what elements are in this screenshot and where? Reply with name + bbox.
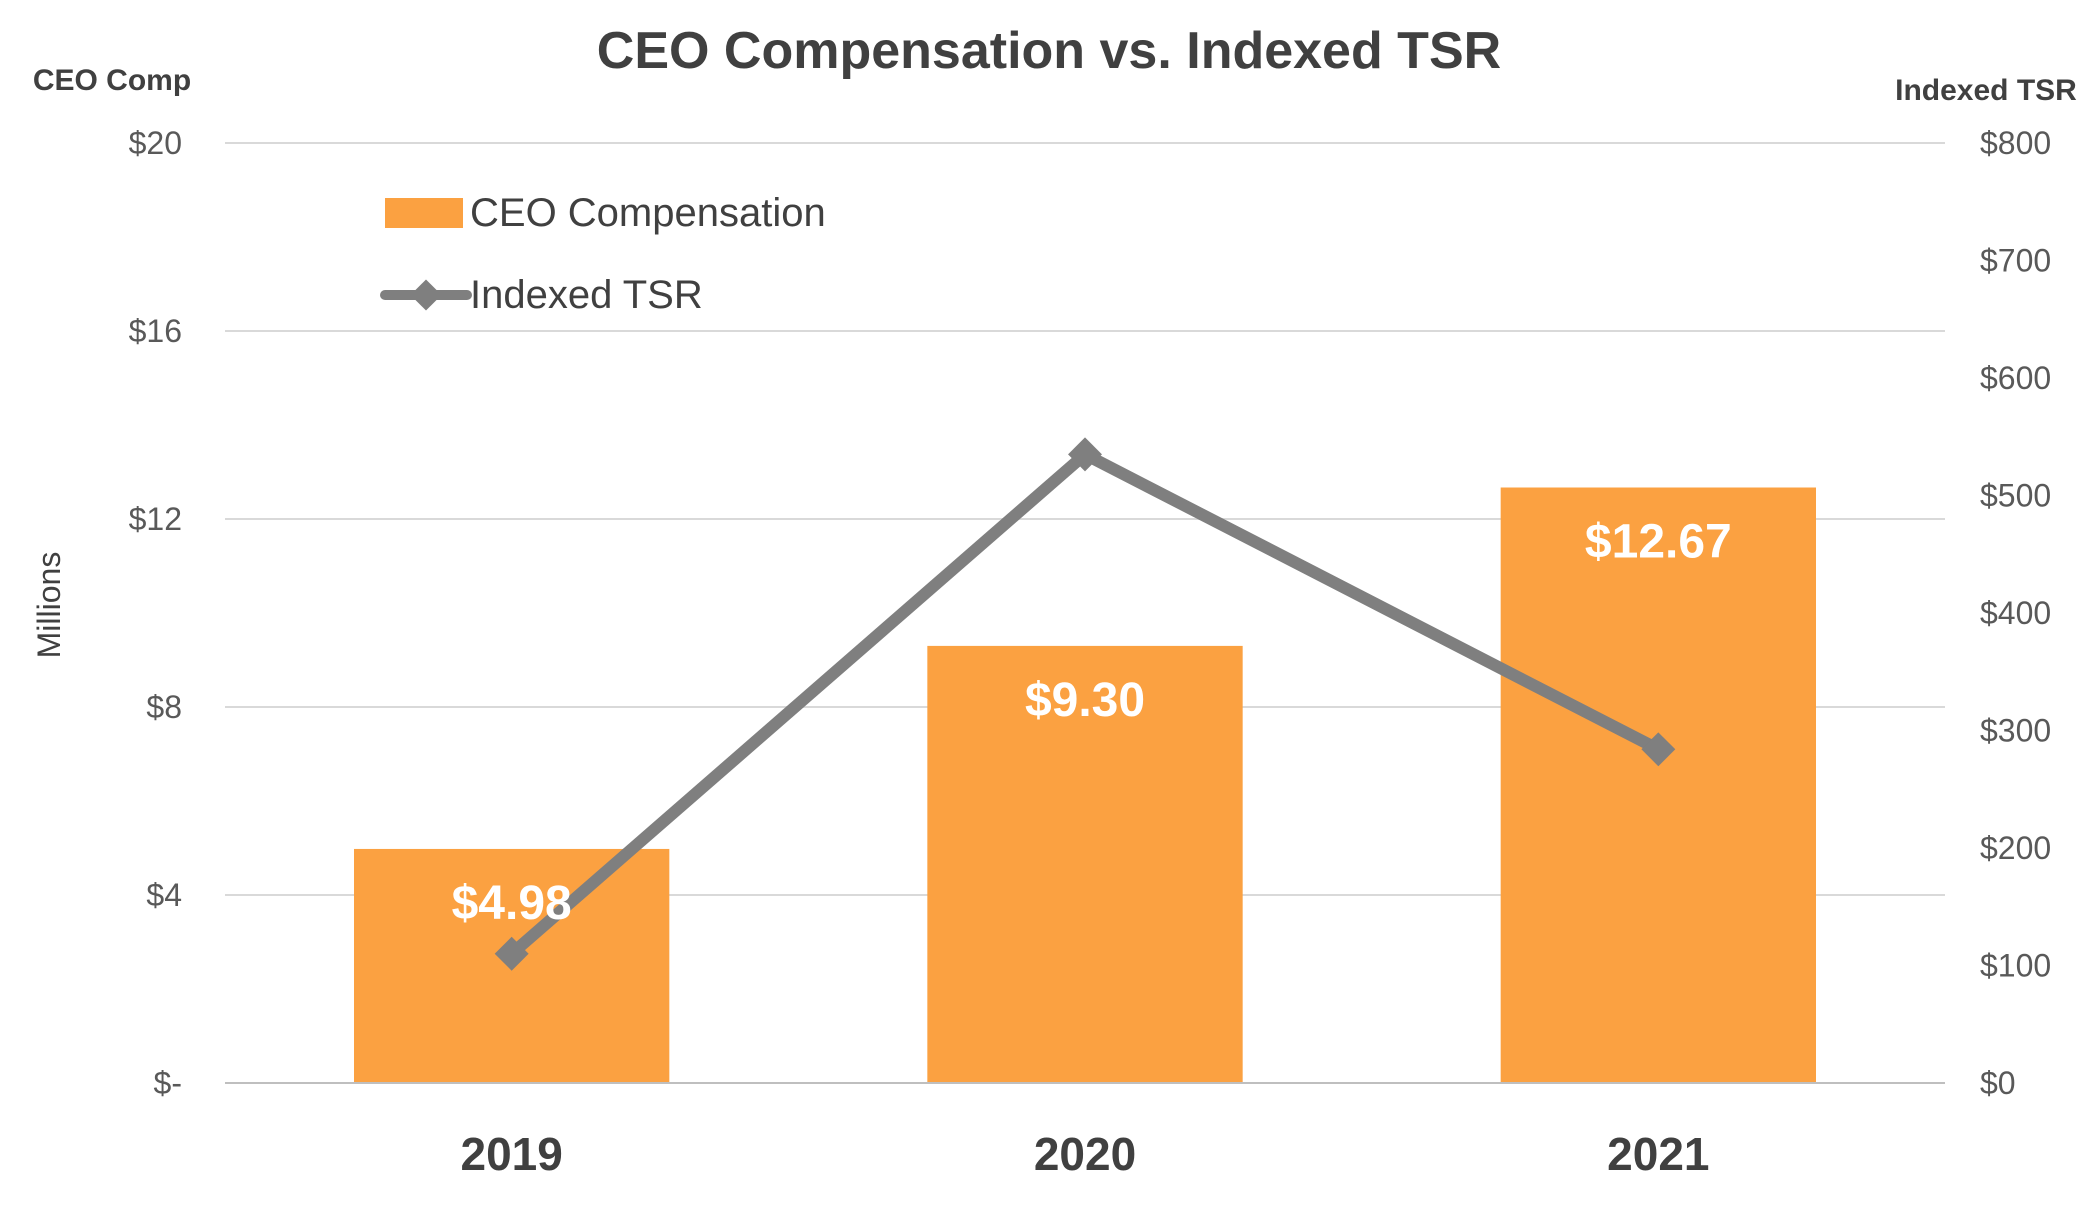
bar-data-label: $4.98 bbox=[452, 877, 572, 930]
right-tick-label: $100 bbox=[1980, 948, 2051, 984]
line-point bbox=[1641, 732, 1676, 767]
right-tick-label: $800 bbox=[1980, 125, 2051, 161]
left-axis-title: CEO Comp bbox=[33, 64, 191, 97]
left-axis-unit-label: Millions bbox=[31, 552, 67, 659]
bar-series bbox=[354, 487, 1816, 1083]
left-tick-label: $8 bbox=[146, 689, 182, 725]
right-tick-label: $400 bbox=[1980, 595, 2051, 631]
bar-data-label: $12.67 bbox=[1585, 516, 1732, 569]
left-tick-label: $16 bbox=[129, 313, 182, 349]
right-tick-label: $200 bbox=[1980, 830, 2051, 866]
chart-title: CEO Compensation vs. Indexed TSR bbox=[597, 22, 1501, 80]
category-label: 2019 bbox=[460, 1128, 562, 1180]
legend-label-indexed-tsr: Indexed TSR bbox=[470, 273, 703, 317]
left-tick-label: $20 bbox=[129, 125, 182, 161]
legend-swatch-indexed-tsr-marker bbox=[410, 279, 442, 311]
legend-swatch-ceo-compensation bbox=[385, 198, 463, 228]
category-label: 2020 bbox=[1034, 1128, 1136, 1180]
right-tick-label: $700 bbox=[1980, 243, 2051, 279]
left-tick-label: $12 bbox=[129, 501, 182, 537]
left-tick-label: $- bbox=[154, 1065, 182, 1101]
bar bbox=[1500, 487, 1816, 1083]
right-tick-label: $0 bbox=[1980, 1065, 2016, 1101]
right-tick-label: $600 bbox=[1980, 360, 2051, 396]
legend: CEO Compensation Indexed TSR bbox=[380, 191, 826, 317]
right-tick-label: $300 bbox=[1980, 713, 2051, 749]
line-point bbox=[1068, 437, 1102, 472]
left-tick-label: $4 bbox=[146, 877, 182, 913]
bar-data-label: $9.30 bbox=[1025, 674, 1145, 727]
legend-label-ceo-compensation: CEO Compensation bbox=[470, 191, 826, 235]
right-tick-label: $500 bbox=[1980, 478, 2051, 514]
data-labels: $4.98 $9.30 $12.67 bbox=[452, 516, 1732, 930]
right-axis-title: Indexed TSR bbox=[1895, 74, 2077, 107]
category-label: 2021 bbox=[1607, 1128, 1709, 1180]
line-point bbox=[494, 936, 529, 971]
bar bbox=[927, 645, 1243, 1083]
line-series bbox=[494, 437, 1676, 971]
axes: $- $4 $8 $12 $16 $20 $0 $100 $200 $300 $400 $500 $60… bbox=[129, 125, 2052, 1180]
